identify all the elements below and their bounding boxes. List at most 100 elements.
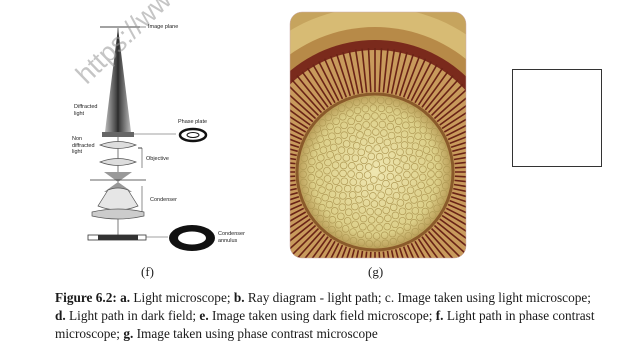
texture	[392, 191, 401, 200]
texture	[413, 120, 422, 128]
texture	[443, 165, 451, 174]
texture	[432, 186, 441, 194]
texture	[373, 144, 381, 152]
texture	[308, 181, 317, 190]
texture	[406, 58, 427, 100]
texture	[438, 142, 446, 150]
texture	[325, 183, 334, 191]
texture	[422, 146, 431, 154]
texture	[391, 220, 399, 229]
texture	[402, 55, 421, 98]
texture	[449, 199, 466, 218]
texture	[352, 212, 360, 220]
texture	[441, 214, 466, 241]
texture	[421, 236, 449, 258]
texture	[365, 240, 373, 248]
texture	[410, 61, 433, 102]
texture	[366, 207, 374, 216]
texture	[375, 152, 384, 161]
texture	[406, 186, 415, 195]
texture	[290, 175, 296, 180]
texture	[374, 183, 383, 192]
texture	[369, 104, 378, 112]
texture	[306, 67, 333, 106]
texture	[296, 233, 326, 258]
texture	[441, 103, 466, 130]
texture	[367, 152, 376, 161]
texture	[453, 145, 466, 157]
texture	[309, 150, 318, 158]
texture	[388, 151, 396, 159]
texture	[359, 222, 367, 231]
texture	[304, 194, 312, 202]
texture	[331, 161, 340, 169]
texture	[420, 115, 428, 124]
texture	[433, 204, 441, 213]
texture	[382, 206, 390, 215]
texture	[359, 214, 368, 223]
texture	[360, 138, 368, 146]
texture	[398, 217, 407, 225]
texture	[400, 155, 408, 163]
texture	[342, 52, 356, 95]
texture	[290, 139, 298, 153]
texture	[310, 189, 319, 198]
texture	[429, 194, 438, 202]
texture	[390, 250, 402, 258]
texture	[423, 217, 432, 225]
texture	[339, 161, 348, 170]
caption-bold: e.	[199, 308, 209, 323]
texture	[320, 128, 329, 137]
texture	[291, 230, 323, 258]
texture	[290, 120, 303, 141]
texture	[390, 50, 402, 94]
texture	[406, 135, 415, 144]
label-phase-plate: Phase plate	[178, 119, 208, 125]
texture	[347, 117, 355, 126]
texture	[306, 238, 333, 258]
texture	[361, 189, 369, 198]
texture	[313, 125, 322, 133]
texture	[372, 232, 381, 240]
texture	[431, 228, 464, 258]
texture	[355, 196, 363, 204]
texture	[369, 192, 377, 200]
texture	[384, 214, 392, 223]
texture	[450, 195, 466, 212]
texture	[397, 235, 405, 243]
texture	[342, 234, 350, 242]
caption-text: Image taken using phase contrast microsc…	[133, 326, 378, 341]
texture	[370, 200, 379, 208]
texture	[367, 48, 372, 93]
texture	[357, 238, 365, 247]
texture	[317, 61, 340, 102]
texture	[396, 227, 404, 235]
texture	[398, 247, 415, 258]
texture	[442, 157, 451, 166]
texture	[424, 186, 432, 194]
texture	[378, 48, 383, 93]
texture	[404, 202, 413, 210]
texture	[443, 174, 451, 182]
texture	[347, 170, 355, 178]
texture	[377, 173, 386, 181]
label-image-plane: Image plane	[148, 24, 179, 30]
texture	[326, 151, 334, 159]
texture	[316, 178, 324, 186]
texture	[314, 196, 322, 205]
texture	[291, 79, 323, 114]
texture	[300, 154, 309, 162]
texture	[316, 135, 324, 143]
texture	[410, 219, 418, 227]
texture	[290, 207, 305, 230]
texture	[299, 162, 307, 170]
texture	[326, 122, 334, 131]
texture	[301, 236, 329, 258]
texture	[450, 132, 466, 149]
texture	[427, 230, 459, 258]
texture	[364, 128, 372, 137]
texture	[394, 174, 402, 183]
texture	[343, 217, 352, 225]
texture	[425, 154, 433, 162]
